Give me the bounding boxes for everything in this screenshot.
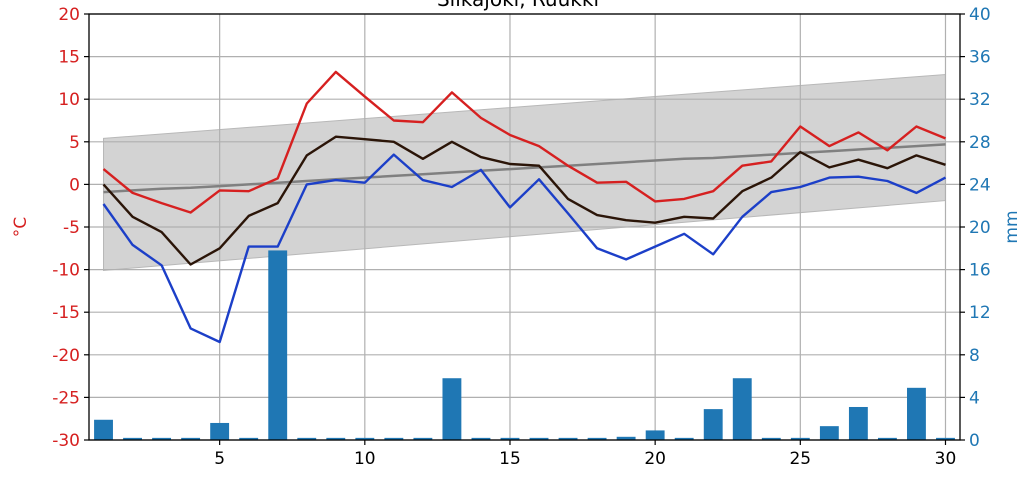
precip-bar-day-4 <box>181 437 201 440</box>
precip-bar-day-25 <box>790 437 810 440</box>
y-left-tick-label-15: 15 <box>58 48 80 68</box>
y-right-tick-label-36: 36 <box>969 48 991 68</box>
max-temperature-line <box>102 70 946 214</box>
precip-bar-day-19 <box>616 436 636 440</box>
chart-title: Siikajoki, Ruukki <box>437 0 599 11</box>
precip-bar-day-15 <box>500 437 520 440</box>
precip-bar-day-9 <box>326 437 346 440</box>
y-right-tick-label-28: 28 <box>969 133 991 153</box>
x-tick-label-15: 15 <box>499 449 521 469</box>
precip-bar-day-29 <box>907 387 926 440</box>
y-right-tick-label-32: 32 <box>969 90 991 110</box>
precip-bar-day-26 <box>819 426 839 440</box>
precip-bar-day-1 <box>94 419 113 440</box>
precipitation-bars <box>94 250 955 440</box>
precip-bar-day-23 <box>732 378 752 440</box>
precip-bar-day-2 <box>123 437 142 440</box>
temperature-lines <box>102 70 947 344</box>
normal-mean-temperature-line <box>103 143 946 194</box>
y-right-tick-label-8: 8 <box>969 346 980 366</box>
y-right-tick-label-40: 40 <box>969 5 991 25</box>
y-left-tick-label--20: -20 <box>52 346 80 366</box>
precip-bar-day-10 <box>355 437 375 440</box>
precip-bar-day-21 <box>674 437 694 440</box>
precip-bar-day-14 <box>471 437 491 440</box>
precip-bar-day-16 <box>529 437 549 440</box>
precip-bar-day-5 <box>210 422 230 440</box>
y-left-tick-label--30: -30 <box>52 431 80 451</box>
normal-range-band <box>103 73 946 271</box>
precip-bar-day-8 <box>297 437 317 440</box>
y-left-tick-label--10: -10 <box>52 261 80 281</box>
y-right-tick-label-24: 24 <box>969 175 991 195</box>
y-axis-label-left: °C <box>11 217 31 237</box>
y-right-tick-label-12: 12 <box>969 303 991 323</box>
x-tick-label-5: 5 <box>214 449 225 469</box>
min-temperature-line <box>102 153 947 344</box>
precip-bar-day-6 <box>239 437 259 440</box>
axes: 5 10 15 20 25 30 -30 -25 -20 -15 -10 -5 0 5 10 15 20 0 4 8 1… <box>52 5 990 469</box>
precip-bar-day-11 <box>384 437 404 440</box>
precip-bar-day-3 <box>152 437 172 440</box>
grid <box>89 13 960 441</box>
y-left-tick-label-5: 5 <box>69 133 80 153</box>
normal-range-area <box>103 73 946 271</box>
y-right-tick-label-0: 0 <box>969 431 980 451</box>
y-left-tick-label-20: 20 <box>58 5 80 25</box>
precip-bar-day-22 <box>703 409 723 440</box>
x-tick-label-30: 30 <box>935 449 957 469</box>
precip-bar-day-17 <box>558 437 578 440</box>
precip-bar-day-24 <box>761 437 781 440</box>
y-right-tick-label-20: 20 <box>969 218 991 238</box>
y-left-tick-label-0: 0 <box>69 175 80 195</box>
precip-bar-day-20 <box>645 430 665 440</box>
precip-bar-day-18 <box>587 437 607 440</box>
precip-bar-day-28 <box>877 437 897 440</box>
x-tick-label-25: 25 <box>789 449 811 469</box>
y-left-tick-label--15: -15 <box>52 303 80 323</box>
precip-bar-day-7 <box>268 250 288 440</box>
y-left-tick-label-10: 10 <box>58 90 80 110</box>
precip-bar-day-13 <box>442 378 462 440</box>
precip-bar-day-12 <box>413 437 433 440</box>
precip-bar-day-30 <box>936 437 955 440</box>
x-tick-label-20: 20 <box>644 449 666 469</box>
y-left-tick-label--5: -5 <box>63 218 80 238</box>
y-axis-label-right: mm <box>1002 210 1022 243</box>
x-tick-label-10: 10 <box>354 449 376 469</box>
mean-temperature-line <box>102 135 946 266</box>
precip-bar-day-27 <box>848 406 868 440</box>
y-right-tick-label-16: 16 <box>969 261 991 281</box>
y-left-tick-label--25: -25 <box>52 388 80 408</box>
y-right-tick-label-4: 4 <box>969 388 980 408</box>
